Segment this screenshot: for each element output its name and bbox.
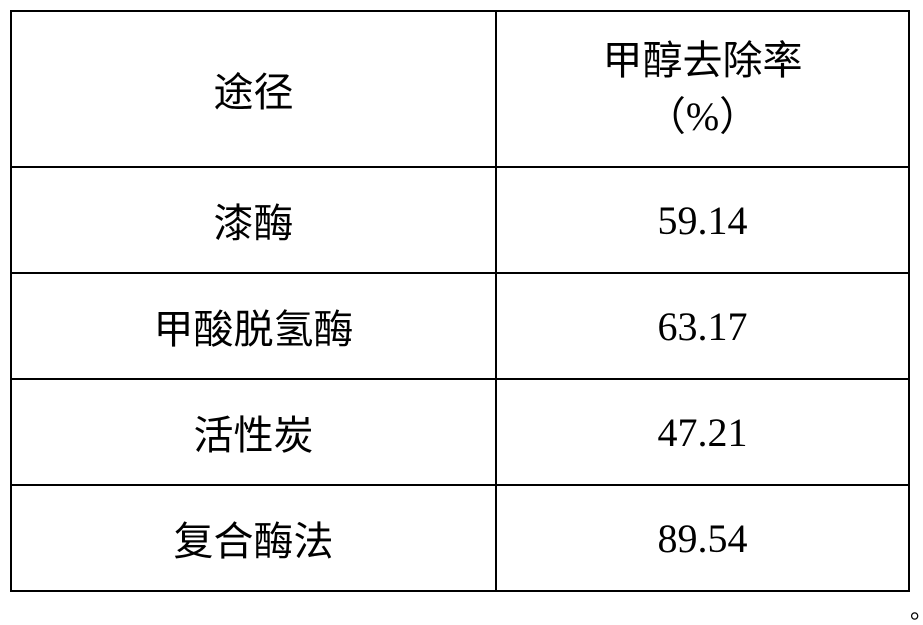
table-row: 漆酶 59.14 (11, 167, 909, 273)
header-method: 途径 (11, 11, 496, 167)
trailing-period: 。 (910, 590, 923, 625)
cell-method: 漆酶 (11, 167, 496, 273)
table-header-row: 途径 甲醇去除率 （%） (11, 11, 909, 167)
table-row: 甲酸脱氢酶 63.17 (11, 273, 909, 379)
cell-method: 甲酸脱氢酶 (11, 273, 496, 379)
header-value-line1: 甲醇去除率 (501, 33, 904, 89)
header-value: 甲醇去除率 （%） (496, 11, 909, 167)
cell-method: 复合酶法 (11, 485, 496, 591)
table-row: 活性炭 47.21 (11, 379, 909, 485)
cell-value: 63.17 (496, 273, 909, 379)
header-value-line2: （%） (501, 89, 904, 145)
cell-value: 47.21 (496, 379, 909, 485)
cell-value: 89.54 (496, 485, 909, 591)
cell-value: 59.14 (496, 167, 909, 273)
methanol-removal-table: 途径 甲醇去除率 （%） 漆酶 59.14 甲酸脱氢酶 63.17 活性炭 47… (10, 10, 910, 592)
cell-method: 活性炭 (11, 379, 496, 485)
table-row: 复合酶法 89.54 (11, 485, 909, 591)
